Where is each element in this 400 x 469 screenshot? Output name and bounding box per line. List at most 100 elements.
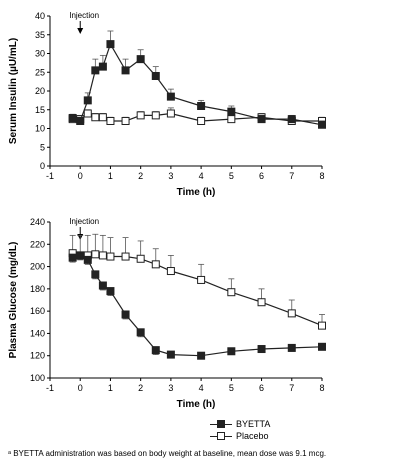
data-point xyxy=(121,310,130,319)
data-point xyxy=(83,109,92,118)
x-tick-label: -1 xyxy=(46,171,54,181)
data-point xyxy=(151,111,160,120)
x-tick-label: 0 xyxy=(78,383,83,393)
series-placebo xyxy=(68,233,326,330)
x-tick-label: 7 xyxy=(289,383,294,393)
y-tick-label: 5 xyxy=(40,142,45,152)
footnote: ᵃ BYETTA administration was based on bod… xyxy=(8,449,327,458)
x-tick-label: 3 xyxy=(168,171,173,181)
y-tick-label: 160 xyxy=(30,306,45,316)
data-point xyxy=(68,253,77,262)
data-point xyxy=(257,345,266,354)
x-tick-label: 0 xyxy=(78,171,83,181)
data-point xyxy=(166,350,175,359)
series-placebo xyxy=(68,107,326,125)
y-tick-label: 30 xyxy=(35,49,45,59)
x-tick-label: 8 xyxy=(319,383,324,393)
data-point xyxy=(287,115,296,124)
data-point xyxy=(257,115,266,124)
data-point xyxy=(91,66,100,75)
x-tick-label: 1 xyxy=(108,383,113,393)
data-point xyxy=(83,255,92,264)
legend: BYETTA Placebo xyxy=(210,418,270,442)
data-point xyxy=(227,107,236,116)
legend-entry-byetta: BYETTA xyxy=(210,418,270,430)
data-point xyxy=(166,109,175,118)
y-tick-label: 220 xyxy=(30,239,45,249)
data-point xyxy=(83,96,92,105)
x-tick-label: 6 xyxy=(259,171,264,181)
data-point xyxy=(318,120,326,129)
y-tick-label: 10 xyxy=(35,124,45,134)
injection-arrow-icon xyxy=(77,28,84,34)
data-point xyxy=(197,102,206,110)
data-point xyxy=(121,66,130,75)
data-point xyxy=(91,250,100,259)
data-point xyxy=(151,260,160,269)
data-point xyxy=(98,281,107,290)
injection-annotation: Injection xyxy=(69,11,99,20)
data-point xyxy=(76,251,85,260)
y-tick-label: 120 xyxy=(30,351,45,361)
open-square-marker-icon xyxy=(210,432,232,440)
y-tick-label: 240 xyxy=(30,217,45,227)
data-point xyxy=(91,113,100,122)
legend-entry-placebo: Placebo xyxy=(210,430,270,442)
data-point xyxy=(106,40,115,49)
x-tick-label: 8 xyxy=(319,171,324,181)
series-byetta xyxy=(68,251,326,360)
injection-annotation: Injection xyxy=(69,217,99,226)
x-tick-label: -1 xyxy=(46,383,54,393)
glucose-chart: Injection 100 120 140 160 180 200 220 240 -1 0 1 2 3… xyxy=(8,217,326,410)
y-tick-label: 100 xyxy=(30,373,45,383)
data-point xyxy=(136,254,145,263)
data-point xyxy=(227,347,236,356)
data-point xyxy=(98,113,107,122)
data-point xyxy=(197,351,206,360)
data-point xyxy=(106,117,115,125)
data-point xyxy=(98,251,107,260)
x-tick-label: 3 xyxy=(168,383,173,393)
legend-label: Placebo xyxy=(236,431,269,441)
y-tick-label: 20 xyxy=(35,86,45,96)
y-axis-title: Plasma Glucose (mg/dL) xyxy=(8,242,19,359)
x-axis-title: Time (h) xyxy=(177,399,216,410)
data-point xyxy=(318,342,326,351)
data-point xyxy=(287,309,296,318)
data-point xyxy=(106,252,115,261)
y-tick-label: 140 xyxy=(30,328,45,338)
data-point xyxy=(76,117,85,125)
data-point xyxy=(166,267,175,276)
x-tick-label: 4 xyxy=(199,171,204,181)
data-point xyxy=(136,55,145,64)
series-line xyxy=(72,42,323,126)
x-tick-label: 5 xyxy=(229,383,234,393)
legend-label: BYETTA xyxy=(236,419,271,429)
data-point xyxy=(136,111,145,120)
filled-square-marker-icon xyxy=(210,420,232,428)
series-line xyxy=(72,254,323,357)
y-tick-label: 200 xyxy=(30,262,45,272)
y-tick-label: 35 xyxy=(35,30,45,40)
data-point xyxy=(68,114,77,122)
data-point xyxy=(98,62,107,71)
x-tick-label: 4 xyxy=(199,383,204,393)
data-point xyxy=(318,321,326,330)
x-tick-label: 6 xyxy=(259,383,264,393)
x-tick-label: 2 xyxy=(138,171,143,181)
data-point xyxy=(91,270,100,279)
x-tick-label: 5 xyxy=(229,171,234,181)
x-axis-title: Time (h) xyxy=(177,187,216,198)
y-tick-label: 15 xyxy=(35,105,45,115)
data-point xyxy=(197,117,206,125)
series-byetta xyxy=(68,30,326,129)
data-point xyxy=(121,117,130,125)
data-point xyxy=(121,252,130,261)
data-point xyxy=(151,346,160,355)
x-tick-label: 2 xyxy=(138,383,143,393)
data-point xyxy=(257,298,266,307)
x-tick-label: 1 xyxy=(108,171,113,181)
y-tick-label: 25 xyxy=(35,67,45,77)
